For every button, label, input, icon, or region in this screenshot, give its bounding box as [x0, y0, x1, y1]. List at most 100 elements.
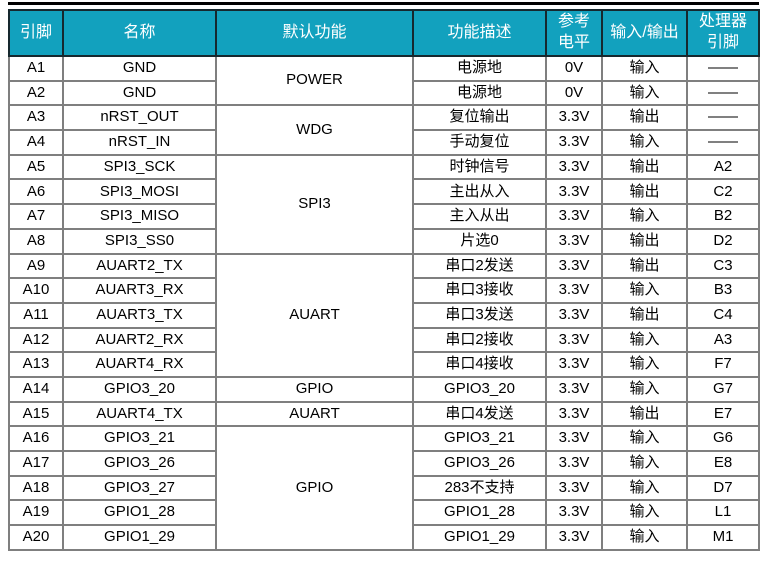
cell-description: 电源地 [412, 55, 547, 82]
cell-io: 输入 [601, 79, 688, 107]
cell-description: 串口4发送 [412, 400, 547, 428]
cell-description: 时钟信号 [412, 153, 547, 181]
cell-pin: A16 [8, 425, 64, 452]
cell-name: AUART3_TX [62, 301, 217, 329]
cell-pin: A13 [8, 351, 64, 378]
cell-io: 输出 [601, 104, 688, 132]
cell-ref-level: 0V [545, 79, 603, 107]
cell-default-function-gpio-single: GPIO [215, 375, 414, 403]
cell-ref-level: 3.3V [545, 301, 603, 329]
cell-pin: A20 [8, 524, 64, 551]
table-row: A8 SPI3_SS0 片选0 3.3V 输出 D2 [8, 227, 760, 255]
cell-ref-level: 3.3V [545, 425, 603, 452]
table-row: A5 SPI3_SCK SPI3 时钟信号 3.3V 输出 A2 [8, 153, 760, 255]
cell-description: 主入从出 [412, 203, 547, 230]
cell-ref-level: 0V [545, 55, 603, 82]
cell-processor-pin: C3 [686, 252, 760, 280]
table-row: A7 SPI3_MISO 主入从出 3.3V 输入 B2 [8, 203, 760, 230]
cell-io: 输出 [601, 301, 688, 329]
cell-processor-pin: M1 [686, 524, 760, 551]
cell-name: SPI3_SS0 [62, 227, 217, 255]
cell-description: 283不支持 [412, 474, 547, 502]
cell-processor-pin: G6 [686, 425, 760, 452]
cell-io: 输出 [601, 400, 688, 428]
cell-pin: A10 [8, 277, 64, 304]
cell-ref-level: 3.3V [545, 129, 603, 156]
cell-io: 输出 [601, 153, 688, 181]
cell-processor-pin: L1 [686, 499, 760, 527]
table-row: A16 GPIO3_21 GPIO GPIO3_21 3.3V 输入 G6 [8, 425, 760, 551]
table-row: A4 nRST_IN 手动复位 3.3V 输入 —— [8, 129, 760, 156]
cell-name: GPIO3_20 [62, 375, 217, 403]
cell-description: 电源地 [412, 79, 547, 107]
table-header: 引脚 名称 默认功能 功能描述 参考 电平 输入/输出 处理器 引脚 [8, 9, 760, 57]
cell-pin: A4 [8, 129, 64, 156]
table-row: A18 GPIO3_27 283不支持 3.3V 输入 D7 [8, 474, 760, 502]
cell-ref-level: 3.3V [545, 153, 603, 181]
cell-processor-pin: B3 [686, 277, 760, 304]
col-header-default-function: 默认功能 [215, 9, 414, 57]
cell-name: SPI3_SCK [62, 153, 217, 181]
col-header-pin: 引脚 [8, 9, 64, 57]
cell-pin: A6 [8, 178, 64, 206]
cell-ref-level: 3.3V [545, 252, 603, 280]
cell-ref-level: 3.3V [545, 524, 603, 551]
cell-pin: A3 [8, 104, 64, 132]
cell-description: 复位输出 [412, 104, 547, 132]
cell-description: 手动复位 [412, 129, 547, 156]
cell-description: 串口2发送 [412, 252, 547, 280]
cell-processor-pin: A2 [686, 153, 760, 181]
cell-name: GPIO1_28 [62, 499, 217, 527]
cell-processor-pin: —— [686, 79, 760, 107]
cell-name: SPI3_MOSI [62, 178, 217, 206]
cell-name: AUART2_TX [62, 252, 217, 280]
table-row: A20 GPIO1_29 GPIO1_29 3.3V 输入 M1 [8, 524, 760, 551]
col-header-ref-level: 参考 电平 [545, 9, 603, 57]
table-row: A17 GPIO3_26 GPIO3_26 3.3V 输入 E8 [8, 450, 760, 477]
cell-description: 主出从入 [412, 178, 547, 206]
cell-name: SPI3_MISO [62, 203, 217, 230]
cell-processor-pin: C2 [686, 178, 760, 206]
cell-pin: A14 [8, 375, 64, 403]
cell-pin: A1 [8, 55, 64, 82]
cell-processor-pin: D7 [686, 474, 760, 502]
cell-pin: A12 [8, 326, 64, 354]
cell-io: 输出 [601, 178, 688, 206]
cell-ref-level: 3.3V [545, 277, 603, 304]
cell-ref-level: 3.3V [545, 400, 603, 428]
pin-definition-table: 引脚 名称 默认功能 功能描述 参考 电平 输入/输出 处理器 引脚 A1 GN… [8, 9, 760, 551]
cell-description: 片选0 [412, 227, 547, 255]
cell-ref-level: 3.3V [545, 474, 603, 502]
cell-pin: A15 [8, 400, 64, 428]
cell-processor-pin: B2 [686, 203, 760, 230]
cell-description: GPIO3_20 [412, 375, 547, 403]
table-row: A10 AUART3_RX 串口3接收 3.3V 输入 B3 [8, 277, 760, 304]
cell-ref-level: 3.3V [545, 203, 603, 230]
cell-io: 输入 [601, 375, 688, 403]
cell-processor-pin: —— [686, 129, 760, 156]
cell-ref-level: 3.3V [545, 450, 603, 477]
cell-pin: A2 [8, 79, 64, 107]
cell-io: 输入 [601, 203, 688, 230]
cell-ref-level: 3.3V [545, 178, 603, 206]
cell-processor-pin: E7 [686, 400, 760, 428]
cell-description: 串口4接收 [412, 351, 547, 378]
cell-description: GPIO1_28 [412, 499, 547, 527]
cell-processor-pin: F7 [686, 351, 760, 378]
col-header-processor-pin: 处理器 引脚 [686, 9, 760, 57]
cell-pin: A8 [8, 227, 64, 255]
table-top-rule [8, 2, 759, 5]
cell-io: 输入 [601, 499, 688, 527]
cell-name: nRST_IN [62, 129, 217, 156]
table-row: A2 GND 电源地 0V 输入 —— [8, 79, 760, 107]
table-row: A19 GPIO1_28 GPIO1_28 3.3V 输入 L1 [8, 499, 760, 527]
cell-ref-level: 3.3V [545, 104, 603, 132]
cell-processor-pin: —— [686, 104, 760, 132]
table-row: A12 AUART2_RX 串口2接收 3.3V 输入 A3 [8, 326, 760, 354]
cell-ref-level: 3.3V [545, 375, 603, 403]
header-row: 引脚 名称 默认功能 功能描述 参考 电平 输入/输出 处理器 引脚 [8, 9, 760, 57]
cell-name: GND [62, 55, 217, 82]
cell-pin: A18 [8, 474, 64, 502]
cell-name: AUART4_RX [62, 351, 217, 378]
cell-io: 输入 [601, 450, 688, 477]
